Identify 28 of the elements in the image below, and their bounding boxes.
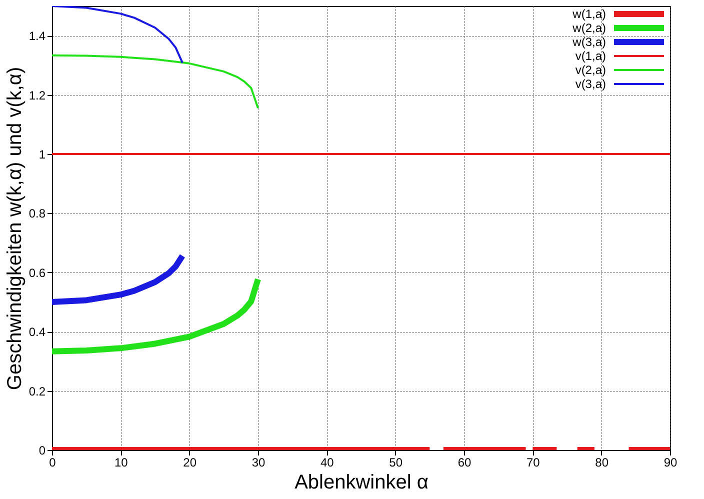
legend-label: v(1,a) xyxy=(575,49,606,63)
line-series xyxy=(52,6,184,64)
y-tick-label: 0.4 xyxy=(28,325,46,340)
x-tick-label: 70 xyxy=(526,456,540,470)
x-tick-label: 40 xyxy=(320,456,334,470)
y-tick-label: 0.2 xyxy=(28,384,46,398)
y-tick-label: 1.2 xyxy=(28,88,46,102)
legend-label: w(3,a) xyxy=(572,35,606,49)
y-tick-label: 1 xyxy=(38,148,46,162)
x-tick-label: 80 xyxy=(595,456,609,470)
x-tick-label: 10 xyxy=(114,456,128,470)
legend-label: v(2,a) xyxy=(575,63,606,77)
legend-label: w(2,a) xyxy=(572,21,606,35)
x-tick-label: 60 xyxy=(458,456,472,470)
x-axis-title: Ablenkwinkel α xyxy=(294,472,428,494)
y-tick-label: 0.8 xyxy=(28,206,46,221)
y-tick-label: 1.4 xyxy=(28,29,46,44)
legend-label: w(1,a) xyxy=(572,7,606,21)
x-tick-label: 30 xyxy=(252,456,266,470)
x-tick-label: 0 xyxy=(49,456,56,470)
x-tick-label: 20 xyxy=(183,456,197,470)
y-axis-title: Geschwindigkeiten w(k,α) und v(k,α) xyxy=(4,66,26,390)
y-tick-label: 0.6 xyxy=(28,266,46,280)
legend-label: v(3,a) xyxy=(575,77,606,91)
line-series xyxy=(52,54,259,110)
y-tick-label: 0 xyxy=(38,444,46,458)
x-tick-label: 50 xyxy=(389,456,403,470)
x-tick-label: 90 xyxy=(664,456,678,470)
